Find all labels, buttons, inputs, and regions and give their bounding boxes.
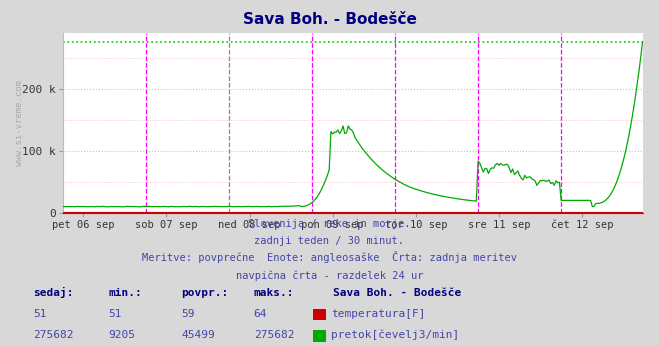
Text: Slovenija / reke in morje.: Slovenija / reke in morje. [248,219,411,229]
Text: zadnji teden / 30 minut.: zadnji teden / 30 minut. [254,236,405,246]
Text: min.:: min.: [109,288,142,298]
Text: sedaj:: sedaj: [33,287,73,298]
Text: temperatura[F]: temperatura[F] [331,309,425,319]
Text: 45499: 45499 [181,330,215,340]
Text: 59: 59 [181,309,194,319]
Text: 51: 51 [33,309,46,319]
Text: 275682: 275682 [254,330,294,340]
Text: Meritve: povprečne  Enote: angleosaške  Črta: zadnja meritev: Meritve: povprečne Enote: angleosaške Čr… [142,251,517,263]
Text: 51: 51 [109,309,122,319]
Text: www.si-vreme.com: www.si-vreme.com [14,80,24,166]
Text: navpična črta - razdelek 24 ur: navpična črta - razdelek 24 ur [236,270,423,281]
Text: 275682: 275682 [33,330,73,340]
Text: maks.:: maks.: [254,288,294,298]
Text: 9205: 9205 [109,330,136,340]
Text: Sava Boh. - Bodešče: Sava Boh. - Bodešče [333,288,461,298]
Text: 64: 64 [254,309,267,319]
Text: Sava Boh. - Bodešče: Sava Boh. - Bodešče [243,12,416,27]
Text: povpr.:: povpr.: [181,288,229,298]
Text: pretok[čevelj3/min]: pretok[čevelj3/min] [331,330,459,340]
